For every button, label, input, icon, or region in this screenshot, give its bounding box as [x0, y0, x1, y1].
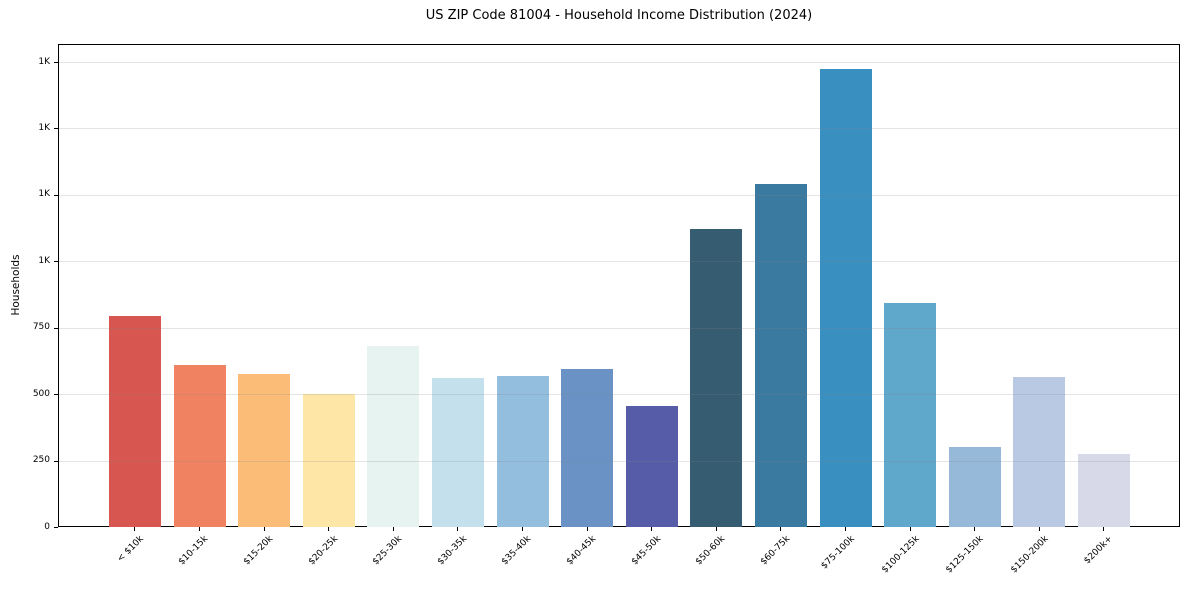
x-tick-mark-60-75k [780, 527, 782, 531]
y-tick-label-250: 250 [32, 455, 50, 466]
y-tick-mark-500 [54, 394, 58, 396]
x-tick-label-125-150k: $125-150k [944, 534, 986, 576]
y-tick-mark-1250 [54, 194, 58, 196]
x-tick-mark-35-40k [522, 527, 523, 531]
x-tick-label-35-40k: $35-40k [500, 534, 534, 568]
x-tick-label-45-50k: $45-50k [629, 534, 663, 568]
bar-50-60k [690, 229, 743, 527]
bar-100-125k [884, 302, 937, 527]
gridline-500 [59, 394, 1179, 396]
y-tick-label-0: 0 [44, 521, 50, 532]
x-tick-label-25-30k: $25-30k [371, 534, 405, 568]
bar-75-100k [819, 68, 872, 527]
x-tick-label-60-75k: $60-75k [758, 534, 792, 568]
x-tick-label-10k: < $10k [115, 534, 146, 565]
bar-30-35k [431, 378, 484, 527]
x-tick-mark-150-200k [1038, 527, 1040, 531]
bar-35-40k [496, 375, 549, 527]
bar-15-20k [238, 374, 291, 527]
y-tick-mark-750 [54, 327, 58, 329]
x-tick-mark-15-20k [263, 527, 265, 531]
chart-title: US ZIP Code 81004 - Household Income Dis… [425, 8, 813, 23]
x-tick-label-50-60k: $50-60k [694, 534, 728, 568]
bar-40-45k [561, 368, 614, 527]
x-tick-label-30-35k: $30-35k [435, 534, 469, 568]
x-tick-label-10-15k: $10-15k [177, 534, 211, 568]
gridline-1750 [59, 62, 1179, 64]
gridline-1000 [59, 261, 1179, 263]
y-tick-mark-250 [54, 460, 58, 462]
y-tick-label-1750: 1K [38, 56, 50, 67]
y-tick-label-1250: 1K [38, 189, 50, 200]
bar-10k [108, 315, 161, 527]
y-tick-mark-1000 [54, 261, 58, 263]
y-tick-mark-0 [54, 527, 58, 528]
bar-45-50k [625, 406, 678, 527]
y-tick-label-1500: 1K [38, 122, 50, 133]
x-tick-mark-45-50k [651, 527, 653, 531]
x-tick-label-200k: $200k+ [1082, 534, 1115, 567]
x-tick-mark-75-100k [845, 527, 846, 531]
x-tick-mark-200k [1103, 527, 1105, 531]
x-tick-mark-125-150k [974, 527, 976, 531]
x-tick-mark-25-30k [392, 527, 394, 531]
gridline-1250 [59, 194, 1179, 196]
bar-150-200k [1013, 376, 1066, 527]
bar-125-150k [948, 447, 1001, 527]
y-tick-label-750: 750 [32, 322, 50, 333]
y-tick-mark-1750 [54, 62, 58, 64]
x-tick-label-40-45k: $40-45k [564, 534, 599, 568]
x-tick-mark-10k [134, 527, 136, 531]
bar-60-75k [754, 184, 807, 527]
x-tick-mark-100-125k [909, 527, 911, 531]
x-tick-mark-40-45k [586, 527, 588, 531]
gridline-1500 [59, 128, 1179, 130]
y-tick-label-1000: 1K [38, 255, 50, 266]
plot-area [58, 44, 1180, 527]
x-tick-label-100-125k: $100-125k [879, 534, 922, 576]
x-tick-label-75-100k: $75-100k [819, 534, 857, 572]
x-tick-mark-10-15k [199, 527, 200, 531]
x-tick-mark-50-60k [715, 527, 717, 531]
x-tick-label-15-20k: $15-20k [241, 534, 276, 568]
x-tick-mark-30-35k [457, 527, 459, 531]
gridline-250 [59, 460, 1179, 462]
x-tick-label-20-25k: $20-25k [306, 534, 340, 568]
gridline-750 [59, 327, 1179, 329]
bar-25-30k [367, 346, 420, 527]
bar-200k [1077, 453, 1130, 527]
x-tick-mark-20-25k [328, 527, 330, 531]
bar-20-25k [302, 394, 355, 527]
y-tick-label-500: 500 [32, 388, 50, 399]
bar-10-15k [173, 364, 226, 527]
x-tick-label-150-200k: $150-200k [1008, 534, 1051, 576]
y-tick-mark-1500 [54, 128, 58, 130]
